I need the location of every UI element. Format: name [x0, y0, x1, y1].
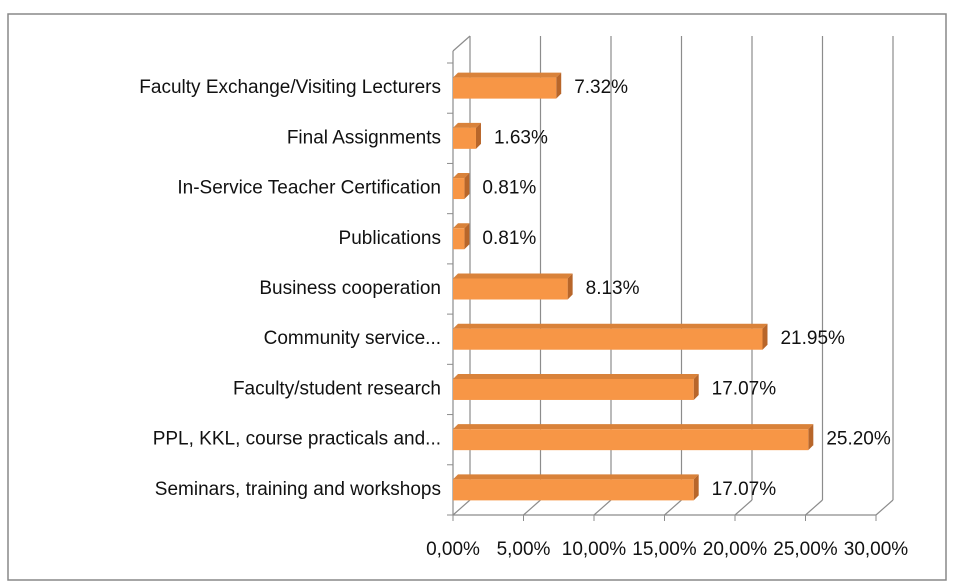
bar-side [464, 223, 470, 250]
bar-front [453, 378, 694, 400]
bar-top [453, 273, 573, 279]
y-tick-label: Faculty/student research [233, 378, 441, 399]
x-tick-label: 25,00% [773, 539, 838, 560]
y-tick-label: Community service... [264, 328, 441, 349]
bar-top [453, 424, 814, 430]
floor-line [593, 499, 612, 516]
floor-line [523, 499, 541, 516]
value-label: 21.95% [780, 328, 845, 349]
x-tick-label: 0,00% [426, 539, 480, 560]
bar [453, 72, 562, 99]
bar-top [453, 122, 481, 128]
value-label: 17.07% [712, 378, 777, 399]
value-label: 25.20% [826, 429, 891, 450]
value-label: 1.63% [494, 127, 548, 148]
bar-front [453, 77, 557, 99]
floor-line [452, 499, 471, 516]
floor-line [734, 499, 753, 516]
y-tick-label: Faculty Exchange/Visiting Lecturers [139, 77, 441, 98]
bar-side [464, 173, 470, 200]
x-tick-label: 30,00% [844, 539, 909, 560]
bar [453, 474, 699, 501]
x-tick-label: 20,00% [703, 539, 768, 560]
bar-front [453, 178, 465, 200]
value-label: 8.13% [586, 278, 640, 299]
bar-front [453, 228, 465, 250]
bar-side [693, 474, 699, 501]
side-wall-top [452, 35, 471, 52]
value-label: 7.32% [574, 77, 628, 98]
x-tick-label: 10,00% [562, 539, 627, 560]
bar-front [453, 328, 763, 350]
y-tick-label: Publications [339, 228, 441, 249]
bar-side [567, 273, 573, 300]
value-label: 17.07% [712, 479, 777, 500]
x-tick-label: 5,00% [497, 539, 551, 560]
bar-top [453, 323, 768, 329]
bar-top [453, 474, 699, 480]
bar-top [453, 223, 470, 229]
bar-side [475, 122, 481, 149]
bar-top [453, 72, 562, 78]
floor-line [805, 499, 823, 516]
bar [453, 173, 470, 200]
bar-side [808, 424, 814, 451]
bar [453, 424, 814, 451]
y-tick-label: Business cooperation [259, 278, 441, 299]
bar-front [453, 479, 694, 501]
bar-front [453, 429, 809, 451]
bar [453, 273, 573, 300]
floor-line [875, 499, 894, 516]
bar-top [453, 373, 699, 379]
y-tick-label: Final Assignments [287, 127, 441, 148]
value-label: 0.81% [482, 228, 536, 249]
x-tick-label: 15,00% [632, 539, 697, 560]
bar [453, 223, 470, 250]
bar-side [693, 373, 699, 400]
y-tick-label: Seminars, training and workshops [155, 479, 441, 500]
floor-line [664, 499, 682, 516]
bar-side [762, 323, 768, 350]
value-label: 0.81% [482, 178, 536, 199]
bar [453, 323, 768, 350]
bar-side [556, 72, 562, 99]
bar-front [453, 278, 568, 300]
y-tick-label: In-Service Teacher Certification [177, 178, 441, 199]
bar-top [453, 173, 470, 179]
bar [453, 122, 481, 149]
bar [453, 373, 699, 400]
y-tick-label: PPL, KKL, course practicals and... [153, 429, 441, 450]
bar-front [453, 127, 476, 149]
